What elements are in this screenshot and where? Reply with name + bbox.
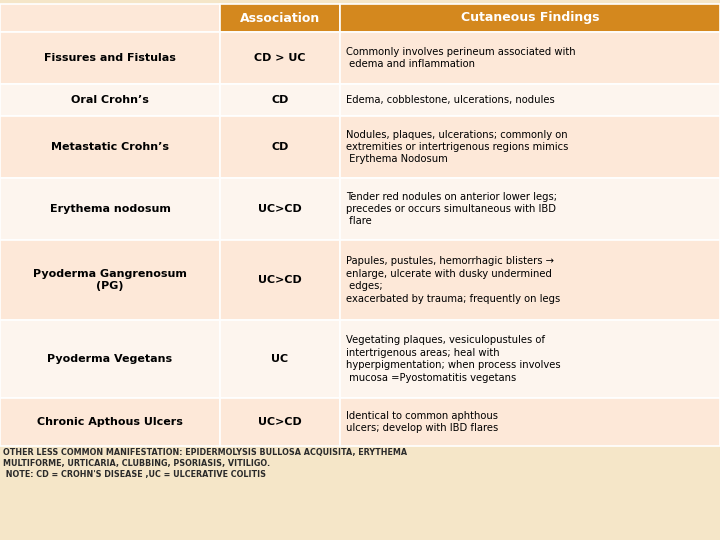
Bar bbox=[340, 32, 720, 84]
Bar bbox=[220, 240, 340, 320]
Text: UC>CD: UC>CD bbox=[258, 275, 302, 285]
Text: Metastatic Crohn’s: Metastatic Crohn’s bbox=[51, 142, 169, 152]
Bar bbox=[340, 116, 720, 178]
Text: Erythema nodosum: Erythema nodosum bbox=[50, 204, 171, 214]
Bar bbox=[340, 320, 720, 398]
Text: Commonly involves perineum associated with
 edema and inflammation: Commonly involves perineum associated wi… bbox=[346, 47, 575, 69]
Text: UC>CD: UC>CD bbox=[258, 204, 302, 214]
Text: Chronic Apthous Ulcers: Chronic Apthous Ulcers bbox=[37, 417, 183, 427]
Bar bbox=[340, 398, 720, 446]
Bar bbox=[220, 32, 340, 84]
Text: OTHER LESS COMMON MANIFESTATION: EPIDERMOLYSIS BULLOSA ACQUISITA, ERYTHEMA: OTHER LESS COMMON MANIFESTATION: EPIDERM… bbox=[3, 448, 407, 457]
Bar bbox=[220, 178, 340, 240]
Text: UC: UC bbox=[271, 354, 289, 364]
Bar bbox=[340, 240, 720, 320]
Text: CD > UC: CD > UC bbox=[254, 53, 306, 63]
Text: UC>CD: UC>CD bbox=[258, 417, 302, 427]
Bar bbox=[340, 178, 720, 240]
Text: NOTE: CD = CROHN'S DISEASE ,UC = ULCERATIVE COLITIS: NOTE: CD = CROHN'S DISEASE ,UC = ULCERAT… bbox=[3, 470, 266, 479]
Bar bbox=[340, 4, 720, 32]
Text: Oral Crohn’s: Oral Crohn’s bbox=[71, 95, 149, 105]
Bar bbox=[0, 84, 220, 116]
Text: Cutaneous Findings: Cutaneous Findings bbox=[461, 11, 599, 24]
Text: CD: CD bbox=[271, 95, 289, 105]
Bar bbox=[220, 320, 340, 398]
Bar bbox=[0, 320, 220, 398]
Text: Vegetating plaques, vesiculopustules of
intertrigenous areas; heal with
hyperpig: Vegetating plaques, vesiculopustules of … bbox=[346, 335, 561, 383]
Text: Edema, cobblestone, ulcerations, nodules: Edema, cobblestone, ulcerations, nodules bbox=[346, 95, 554, 105]
Text: Identical to common aphthous
ulcers; develop with IBD flares: Identical to common aphthous ulcers; dev… bbox=[346, 411, 498, 433]
Text: Tender red nodules on anterior lower legs;
precedes or occurs simultaneous with : Tender red nodules on anterior lower leg… bbox=[346, 192, 557, 226]
Text: Fissures and Fistulas: Fissures and Fistulas bbox=[44, 53, 176, 63]
Bar bbox=[0, 116, 220, 178]
Bar bbox=[220, 4, 340, 32]
Bar bbox=[220, 84, 340, 116]
Text: CD: CD bbox=[271, 142, 289, 152]
Bar bbox=[0, 32, 220, 84]
Text: MULTIFORME, URTICARIA, CLUBBING, PSORIASIS, VITILIGO.: MULTIFORME, URTICARIA, CLUBBING, PSORIAS… bbox=[3, 459, 270, 468]
Bar bbox=[220, 398, 340, 446]
Text: Pyoderma Vegetans: Pyoderma Vegetans bbox=[48, 354, 173, 364]
Text: Association: Association bbox=[240, 11, 320, 24]
Text: Papules, pustules, hemorrhagic blisters →
enlarge, ulcerate with dusky undermine: Papules, pustules, hemorrhagic blisters … bbox=[346, 256, 560, 303]
Bar bbox=[0, 4, 220, 32]
Bar bbox=[0, 398, 220, 446]
Bar bbox=[0, 446, 720, 540]
Bar bbox=[340, 84, 720, 116]
Bar bbox=[0, 240, 220, 320]
Text: Pyoderma Gangrenosum
(PG): Pyoderma Gangrenosum (PG) bbox=[33, 269, 187, 291]
Bar bbox=[220, 116, 340, 178]
Text: Nodules, plaques, ulcerations; commonly on
extremities or intertrigenous regions: Nodules, plaques, ulcerations; commonly … bbox=[346, 130, 568, 164]
Bar bbox=[0, 178, 220, 240]
